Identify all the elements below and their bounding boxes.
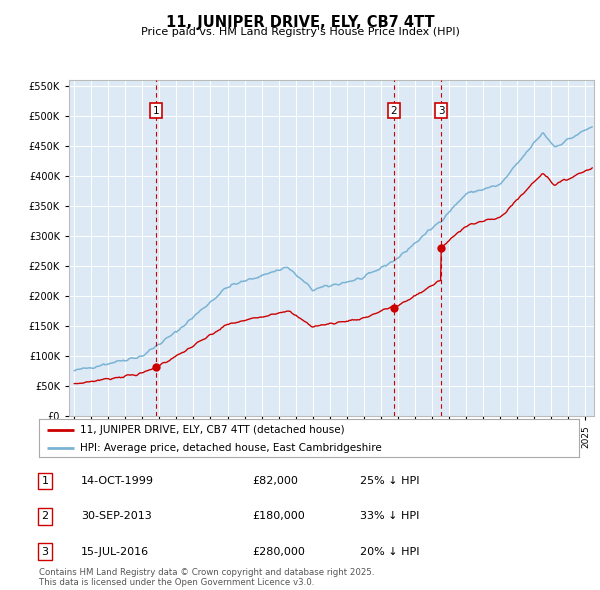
Text: Price paid vs. HM Land Registry's House Price Index (HPI): Price paid vs. HM Land Registry's House … — [140, 27, 460, 37]
Text: 33% ↓ HPI: 33% ↓ HPI — [360, 512, 419, 521]
Text: 20% ↓ HPI: 20% ↓ HPI — [360, 547, 419, 556]
Text: £180,000: £180,000 — [252, 512, 305, 521]
Text: 30-SEP-2013: 30-SEP-2013 — [81, 512, 152, 521]
Text: £280,000: £280,000 — [252, 547, 305, 556]
Text: 11, JUNIPER DRIVE, ELY, CB7 4TT: 11, JUNIPER DRIVE, ELY, CB7 4TT — [166, 15, 434, 30]
Text: Contains HM Land Registry data © Crown copyright and database right 2025.: Contains HM Land Registry data © Crown c… — [39, 568, 374, 577]
Text: 2: 2 — [391, 106, 397, 116]
Text: 2: 2 — [41, 512, 49, 521]
Text: HPI: Average price, detached house, East Cambridgeshire: HPI: Average price, detached house, East… — [79, 442, 381, 453]
Text: 11, JUNIPER DRIVE, ELY, CB7 4TT (detached house): 11, JUNIPER DRIVE, ELY, CB7 4TT (detache… — [79, 425, 344, 435]
Text: 3: 3 — [438, 106, 445, 116]
Text: 1: 1 — [152, 106, 159, 116]
Text: 14-OCT-1999: 14-OCT-1999 — [81, 476, 154, 486]
Text: 25% ↓ HPI: 25% ↓ HPI — [360, 476, 419, 486]
Text: This data is licensed under the Open Government Licence v3.0.: This data is licensed under the Open Gov… — [39, 578, 314, 588]
Text: 1: 1 — [41, 476, 49, 486]
Text: 3: 3 — [41, 547, 49, 556]
Text: 15-JUL-2016: 15-JUL-2016 — [81, 547, 149, 556]
Text: £82,000: £82,000 — [252, 476, 298, 486]
